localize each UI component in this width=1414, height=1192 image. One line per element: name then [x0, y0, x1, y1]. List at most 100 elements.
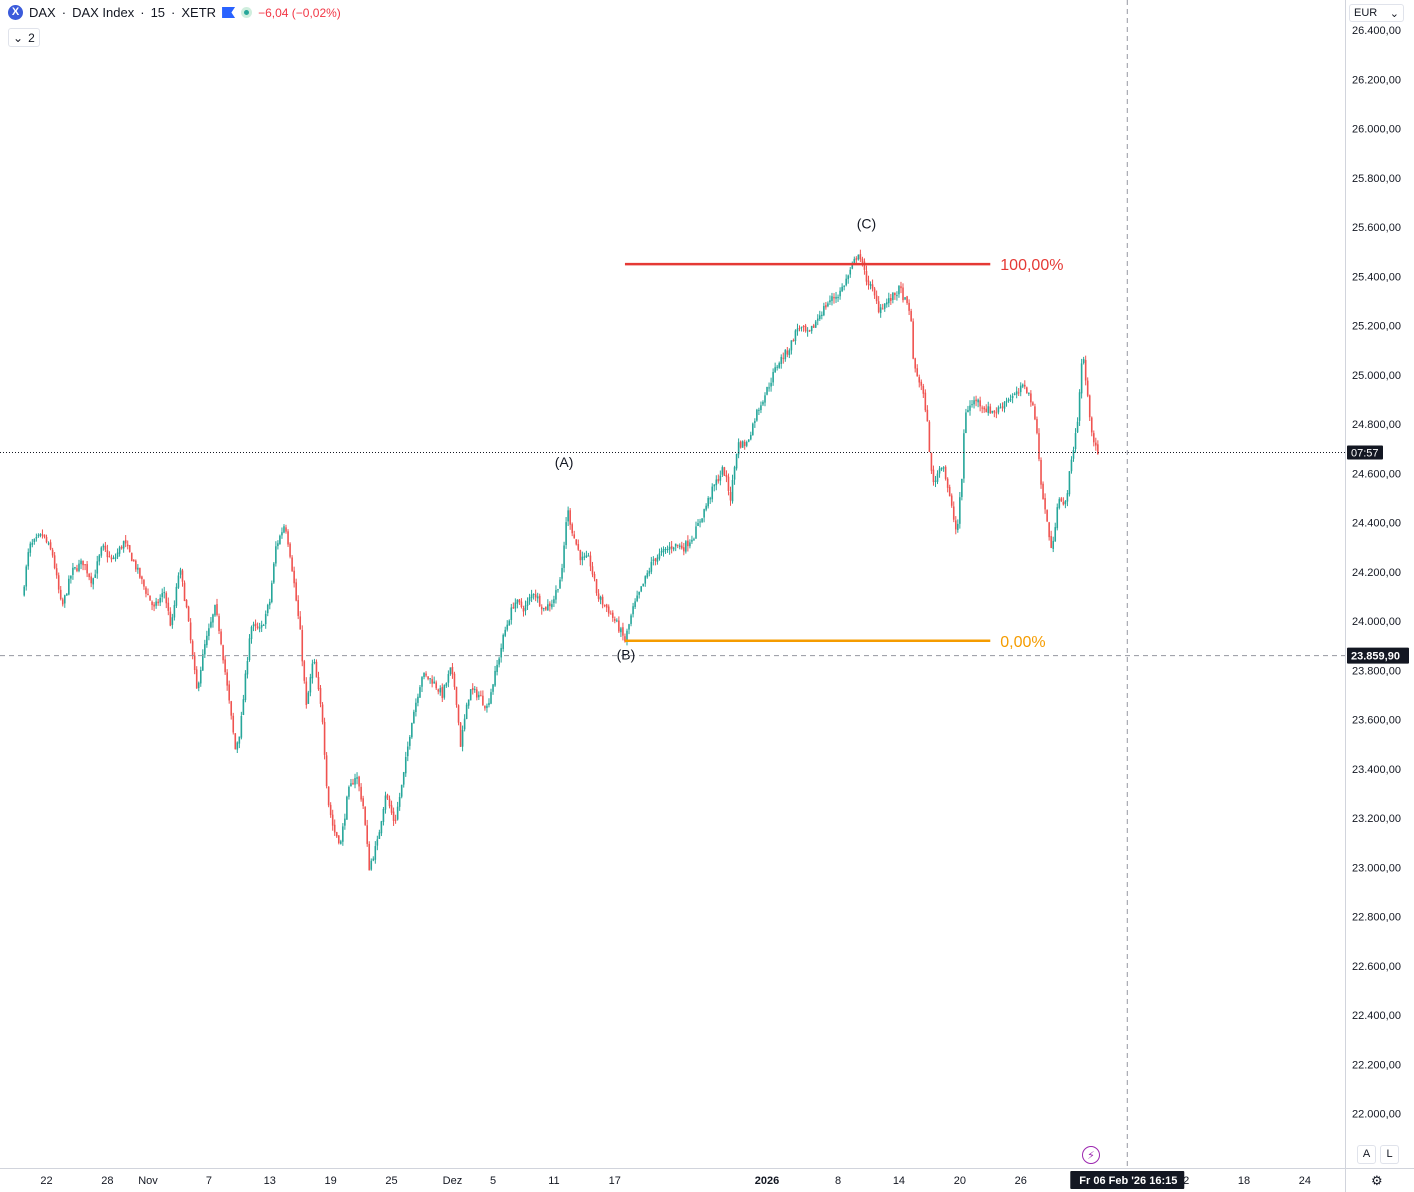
- candle-body: [1013, 393, 1016, 395]
- candle: [1026, 386, 1028, 394]
- candle-body: [1050, 536, 1052, 548]
- candle-body: [524, 605, 527, 611]
- candle-body: [392, 811, 395, 821]
- candle-body: [950, 495, 953, 506]
- candle: [254, 619, 257, 632]
- candle: [427, 676, 429, 681]
- flag-icon[interactable]: [222, 7, 236, 18]
- candle: [652, 556, 655, 566]
- candle: [147, 588, 149, 596]
- candle: [102, 543, 105, 551]
- candle-body: [437, 689, 440, 692]
- candle: [741, 440, 744, 448]
- candle-body: [226, 672, 228, 686]
- candle-body: [520, 601, 523, 608]
- candle: [488, 698, 490, 708]
- x-tick-label: 5: [490, 1175, 496, 1187]
- candle: [591, 561, 594, 578]
- candle-body: [796, 328, 799, 332]
- candle: [975, 395, 977, 407]
- candle: [810, 325, 813, 334]
- candle-body: [475, 689, 478, 698]
- candle-body: [480, 695, 482, 697]
- candle-body: [758, 409, 760, 411]
- candle: [478, 691, 480, 700]
- candle: [482, 690, 484, 707]
- candle-body: [607, 606, 610, 614]
- candle-body: [823, 306, 825, 316]
- gear-icon[interactable]: ⚙: [1371, 1173, 1383, 1188]
- candle: [944, 465, 947, 481]
- candle: [171, 613, 174, 629]
- candle: [885, 298, 888, 308]
- y-tick-label: 24.400,00: [1352, 518, 1401, 530]
- candle: [189, 618, 192, 644]
- candle-body: [110, 557, 113, 560]
- log-scale-button[interactable]: L: [1380, 1145, 1399, 1164]
- candle-body: [699, 521, 701, 523]
- candle: [932, 465, 935, 486]
- currency-selector[interactable]: EUR ⌄: [1349, 4, 1404, 22]
- candle: [823, 302, 825, 317]
- candle: [589, 551, 592, 572]
- candle: [622, 622, 624, 641]
- candle: [226, 669, 228, 691]
- candle-body: [201, 654, 204, 671]
- candle: [51, 547, 54, 558]
- candle: [1028, 392, 1030, 396]
- exchange-label[interactable]: XETR: [181, 5, 217, 20]
- candle: [465, 702, 468, 720]
- candle-body: [987, 406, 990, 413]
- symbol-ticker[interactable]: DAX: [29, 5, 56, 20]
- candle: [609, 610, 612, 615]
- candle-body: [709, 498, 711, 500]
- candle-body: [169, 611, 172, 626]
- candle-body: [208, 628, 210, 636]
- candle: [1082, 356, 1085, 365]
- candle-body: [228, 684, 230, 701]
- candle: [567, 506, 569, 527]
- candle: [754, 418, 756, 428]
- candle-body: [435, 682, 438, 689]
- candle: [61, 597, 64, 607]
- indicators-collapse-button[interactable]: ⌄ 2: [8, 28, 40, 47]
- candle: [1046, 509, 1048, 523]
- candle-body: [906, 296, 908, 304]
- candle: [201, 649, 204, 671]
- candle: [883, 303, 886, 312]
- candle-body: [1060, 498, 1063, 502]
- candle-body: [151, 601, 153, 606]
- candle: [175, 583, 178, 609]
- auto-scale-button[interactable]: A: [1357, 1145, 1376, 1164]
- symbol-description[interactable]: DAX Index: [72, 5, 135, 20]
- candle-body: [967, 410, 969, 413]
- candle-body: [384, 795, 387, 810]
- candle: [260, 620, 263, 632]
- candle-body: [642, 583, 645, 587]
- candle-body: [53, 555, 56, 569]
- candle: [1009, 394, 1012, 403]
- candle-body: [236, 742, 239, 750]
- candle: [869, 281, 872, 290]
- candle-body: [378, 832, 381, 839]
- candle: [506, 620, 509, 632]
- candle-body: [772, 372, 774, 383]
- candle-body: [29, 543, 32, 553]
- candle: [327, 786, 330, 808]
- lightning-icon[interactable]: ⚡: [1082, 1146, 1100, 1164]
- candle-body: [340, 841, 342, 844]
- candle-body: [883, 303, 886, 309]
- candle-body: [1026, 387, 1028, 393]
- interval-label[interactable]: 15: [150, 5, 166, 20]
- candle-body: [433, 681, 435, 684]
- candle-body: [774, 367, 776, 373]
- candle: [459, 721, 462, 747]
- candle: [766, 386, 768, 396]
- candle: [693, 537, 695, 542]
- candle-body: [358, 776, 360, 787]
- candle: [63, 594, 66, 608]
- candle-body: [569, 510, 571, 525]
- x-tick-label: Dez: [443, 1175, 463, 1187]
- candle: [55, 563, 58, 579]
